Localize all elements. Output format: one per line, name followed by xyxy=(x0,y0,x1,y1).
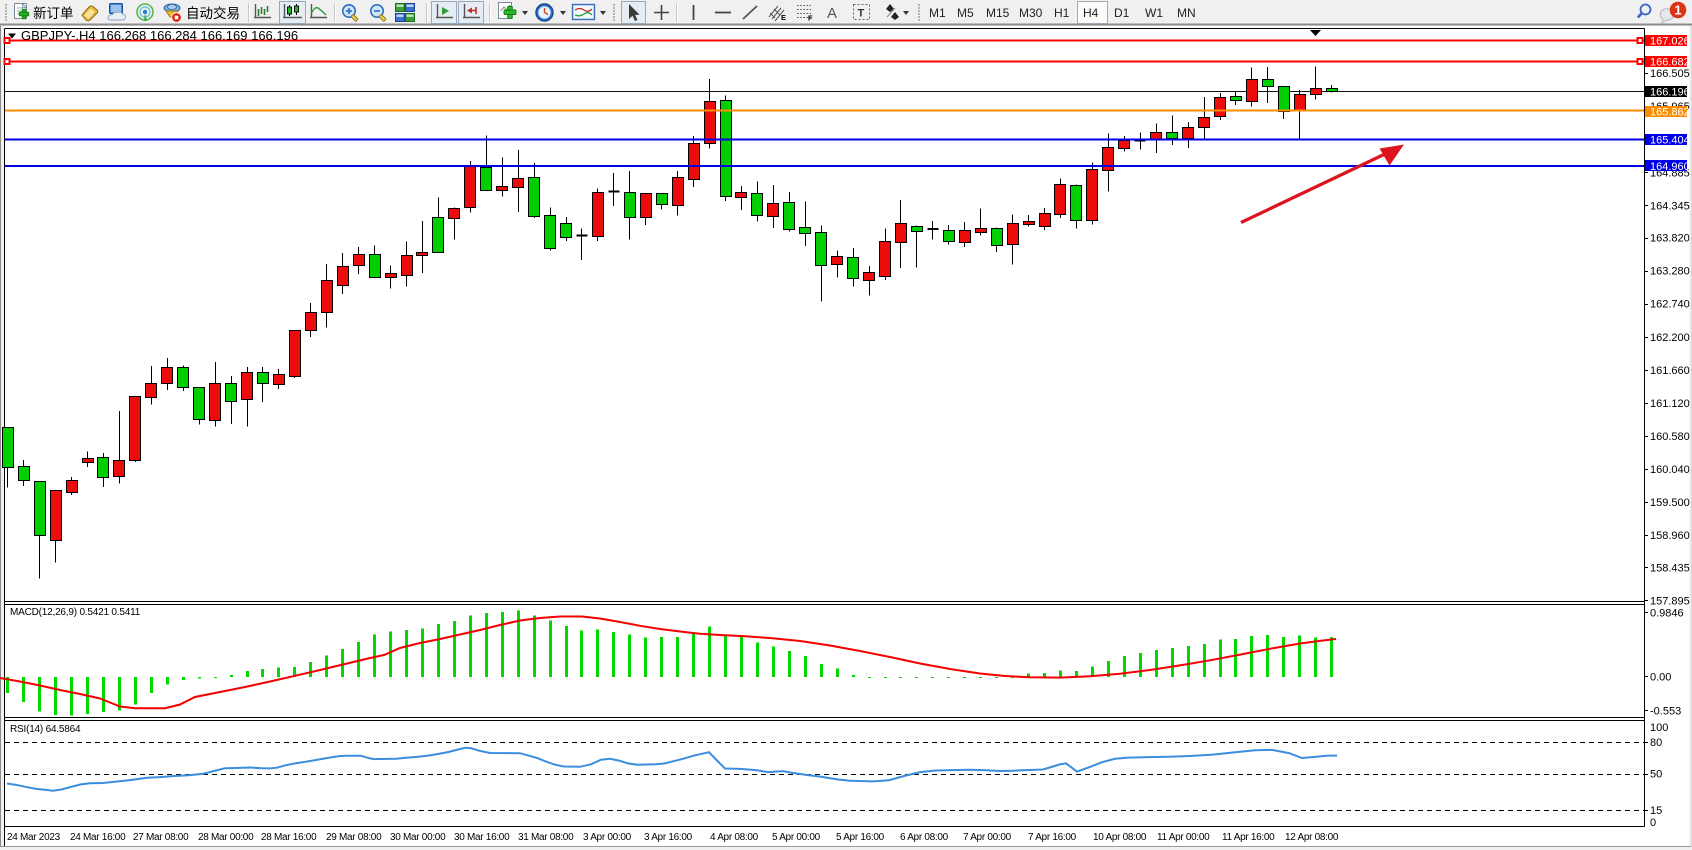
svg-text:W1: W1 xyxy=(1145,6,1163,20)
svg-text:7 Apr 00:00: 7 Apr 00:00 xyxy=(963,832,1012,843)
svg-text:80: 80 xyxy=(1650,737,1662,749)
svg-text:160.040: 160.040 xyxy=(1650,464,1690,476)
svg-text:自动交易: 自动交易 xyxy=(186,5,240,21)
svg-text:F: F xyxy=(808,14,813,23)
svg-text:M5: M5 xyxy=(957,6,974,20)
svg-text:24 Mar 16:00: 24 Mar 16:00 xyxy=(70,832,126,843)
svg-text:GBPJPY-.H4 166.268 166.284 16: GBPJPY-.H4 166.268 166.284 166.169 166.1… xyxy=(21,28,298,43)
svg-text:H4: H4 xyxy=(1083,6,1099,20)
svg-text:5 Apr 00:00: 5 Apr 00:00 xyxy=(772,832,821,843)
svg-text:166.505: 166.505 xyxy=(1650,68,1690,80)
svg-text:11 Apr 16:00: 11 Apr 16:00 xyxy=(1222,832,1275,843)
svg-text:3 Apr 16:00: 3 Apr 16:00 xyxy=(644,832,693,843)
svg-text:162.740: 162.740 xyxy=(1650,299,1690,311)
svg-text:7 Apr 16:00: 7 Apr 16:00 xyxy=(1028,832,1077,843)
svg-text:29 Mar 08:00: 29 Mar 08:00 xyxy=(326,832,382,843)
svg-text:27 Mar 08:00: 27 Mar 08:00 xyxy=(133,832,189,843)
svg-text:12 Apr 08:00: 12 Apr 08:00 xyxy=(1285,832,1339,843)
svg-text:M15: M15 xyxy=(986,6,1010,20)
svg-text:15: 15 xyxy=(1650,805,1662,817)
svg-text:163.820: 163.820 xyxy=(1650,233,1690,245)
svg-text:4 Apr 08:00: 4 Apr 08:00 xyxy=(710,832,759,843)
svg-text:H1: H1 xyxy=(1054,6,1070,20)
svg-text:162.200: 162.200 xyxy=(1650,332,1690,344)
svg-text:100: 100 xyxy=(1650,722,1668,734)
svg-text:M30: M30 xyxy=(1019,6,1043,20)
svg-text:160.580: 160.580 xyxy=(1650,431,1690,443)
svg-text:167.026: 167.026 xyxy=(1650,36,1690,48)
svg-text:RSI(14) 64.5864: RSI(14) 64.5864 xyxy=(10,724,81,735)
svg-text:-0.553: -0.553 xyxy=(1650,706,1681,718)
svg-text:50: 50 xyxy=(1650,769,1662,781)
svg-text:3 Apr 00:00: 3 Apr 00:00 xyxy=(583,832,632,843)
svg-text:161.660: 161.660 xyxy=(1650,365,1690,377)
svg-text:161.120: 161.120 xyxy=(1650,398,1690,410)
svg-text:10 Apr 08:00: 10 Apr 08:00 xyxy=(1093,832,1147,843)
svg-text:31 Mar 08:00: 31 Mar 08:00 xyxy=(518,832,574,843)
svg-text:5 Apr 16:00: 5 Apr 16:00 xyxy=(836,832,885,843)
svg-text:158.960: 158.960 xyxy=(1650,530,1690,542)
svg-text:166.682: 166.682 xyxy=(1650,57,1690,69)
svg-text:6 Apr 08:00: 6 Apr 08:00 xyxy=(900,832,949,843)
svg-text:164.345: 164.345 xyxy=(1650,200,1690,212)
svg-text:163.280: 163.280 xyxy=(1650,266,1690,278)
svg-text:A: A xyxy=(827,5,837,22)
svg-text:158.435: 158.435 xyxy=(1650,562,1690,574)
svg-text:M1: M1 xyxy=(929,6,946,20)
svg-text:1: 1 xyxy=(1674,3,1681,18)
svg-text:0.00: 0.00 xyxy=(1650,672,1671,684)
svg-text:MACD(12,26,9) 0.5421 0.5411: MACD(12,26,9) 0.5421 0.5411 xyxy=(10,607,141,618)
svg-text:30 Mar 16:00: 30 Mar 16:00 xyxy=(454,832,510,843)
svg-text:0: 0 xyxy=(1650,817,1656,829)
svg-text:165.404: 165.404 xyxy=(1650,135,1690,147)
svg-text:11 Apr 00:00: 11 Apr 00:00 xyxy=(1157,832,1210,843)
svg-text:165.862: 165.862 xyxy=(1650,107,1690,119)
svg-text:MN: MN xyxy=(1177,6,1196,20)
svg-text:24 Mar 2023: 24 Mar 2023 xyxy=(7,832,61,843)
svg-text:28 Mar 00:00: 28 Mar 00:00 xyxy=(198,832,254,843)
svg-text:E: E xyxy=(781,13,786,22)
svg-text:159.500: 159.500 xyxy=(1650,497,1690,509)
svg-text:28 Mar 16:00: 28 Mar 16:00 xyxy=(261,832,317,843)
svg-text:D1: D1 xyxy=(1114,6,1130,20)
svg-text:0.9846: 0.9846 xyxy=(1650,608,1684,620)
svg-text:166.196: 166.196 xyxy=(1650,87,1690,99)
svg-text:新订单: 新订单 xyxy=(33,6,74,21)
svg-text:164.960: 164.960 xyxy=(1650,161,1690,173)
svg-text:T: T xyxy=(858,8,865,20)
svg-text:30 Mar 00:00: 30 Mar 00:00 xyxy=(390,832,446,843)
svg-text:157.895: 157.895 xyxy=(1650,595,1690,607)
